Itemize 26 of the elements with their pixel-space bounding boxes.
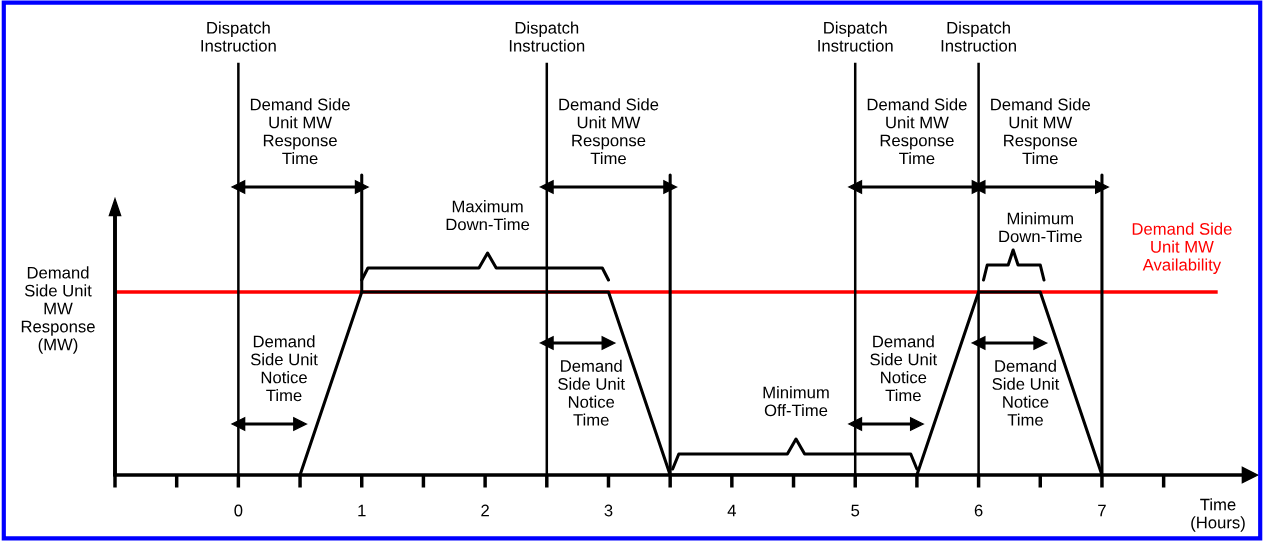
- ref-line-label: Dispatch Instruction: [509, 21, 585, 52]
- annotation: Demand Side Unit MW Response Time: [559, 98, 659, 165]
- annotation: Demand Side Unit Notice Time: [250, 335, 318, 402]
- ref-line-label: Dispatch Instruction: [818, 21, 893, 52]
- y-axis-title: Demand Side Unit MW Response (MW): [21, 266, 95, 354]
- annotation: Minimum Down-Time: [999, 212, 1082, 243]
- x-tick-label: 6: [974, 504, 983, 517]
- ref-line-label: Dispatch Instruction: [941, 21, 1016, 52]
- annotation: Demand Side Unit MW Response Time: [991, 98, 1091, 165]
- x-tick-label: 1: [358, 504, 366, 517]
- annotation: Demand Side Unit Notice Time: [870, 335, 938, 402]
- annotation: Demand Side Unit Notice Time: [992, 359, 1060, 426]
- ref-line-label: Dispatch Instruction: [201, 21, 276, 52]
- annotation: Demand Side Unit MW Response Time: [867, 98, 967, 165]
- x-tick-label: 5: [851, 504, 860, 517]
- ref-line-label: Demand Side Unit MW Availability: [1132, 222, 1232, 274]
- x-tick-label: 7: [1098, 504, 1106, 517]
- x-axis-title: Time (Hours): [1191, 498, 1245, 532]
- x-tick-label: 4: [727, 504, 736, 517]
- x-tick-label: 0: [234, 504, 243, 517]
- annotation: Demand Side Unit MW Response Time: [250, 98, 350, 165]
- x-tick-label: 3: [604, 504, 613, 517]
- annotation: Demand Side Unit Notice Time: [558, 359, 625, 426]
- annotation: Maximum Down-Time: [446, 200, 530, 231]
- annotation: Minimum Off-Time: [763, 386, 829, 417]
- x-tick-label: 2: [481, 504, 489, 517]
